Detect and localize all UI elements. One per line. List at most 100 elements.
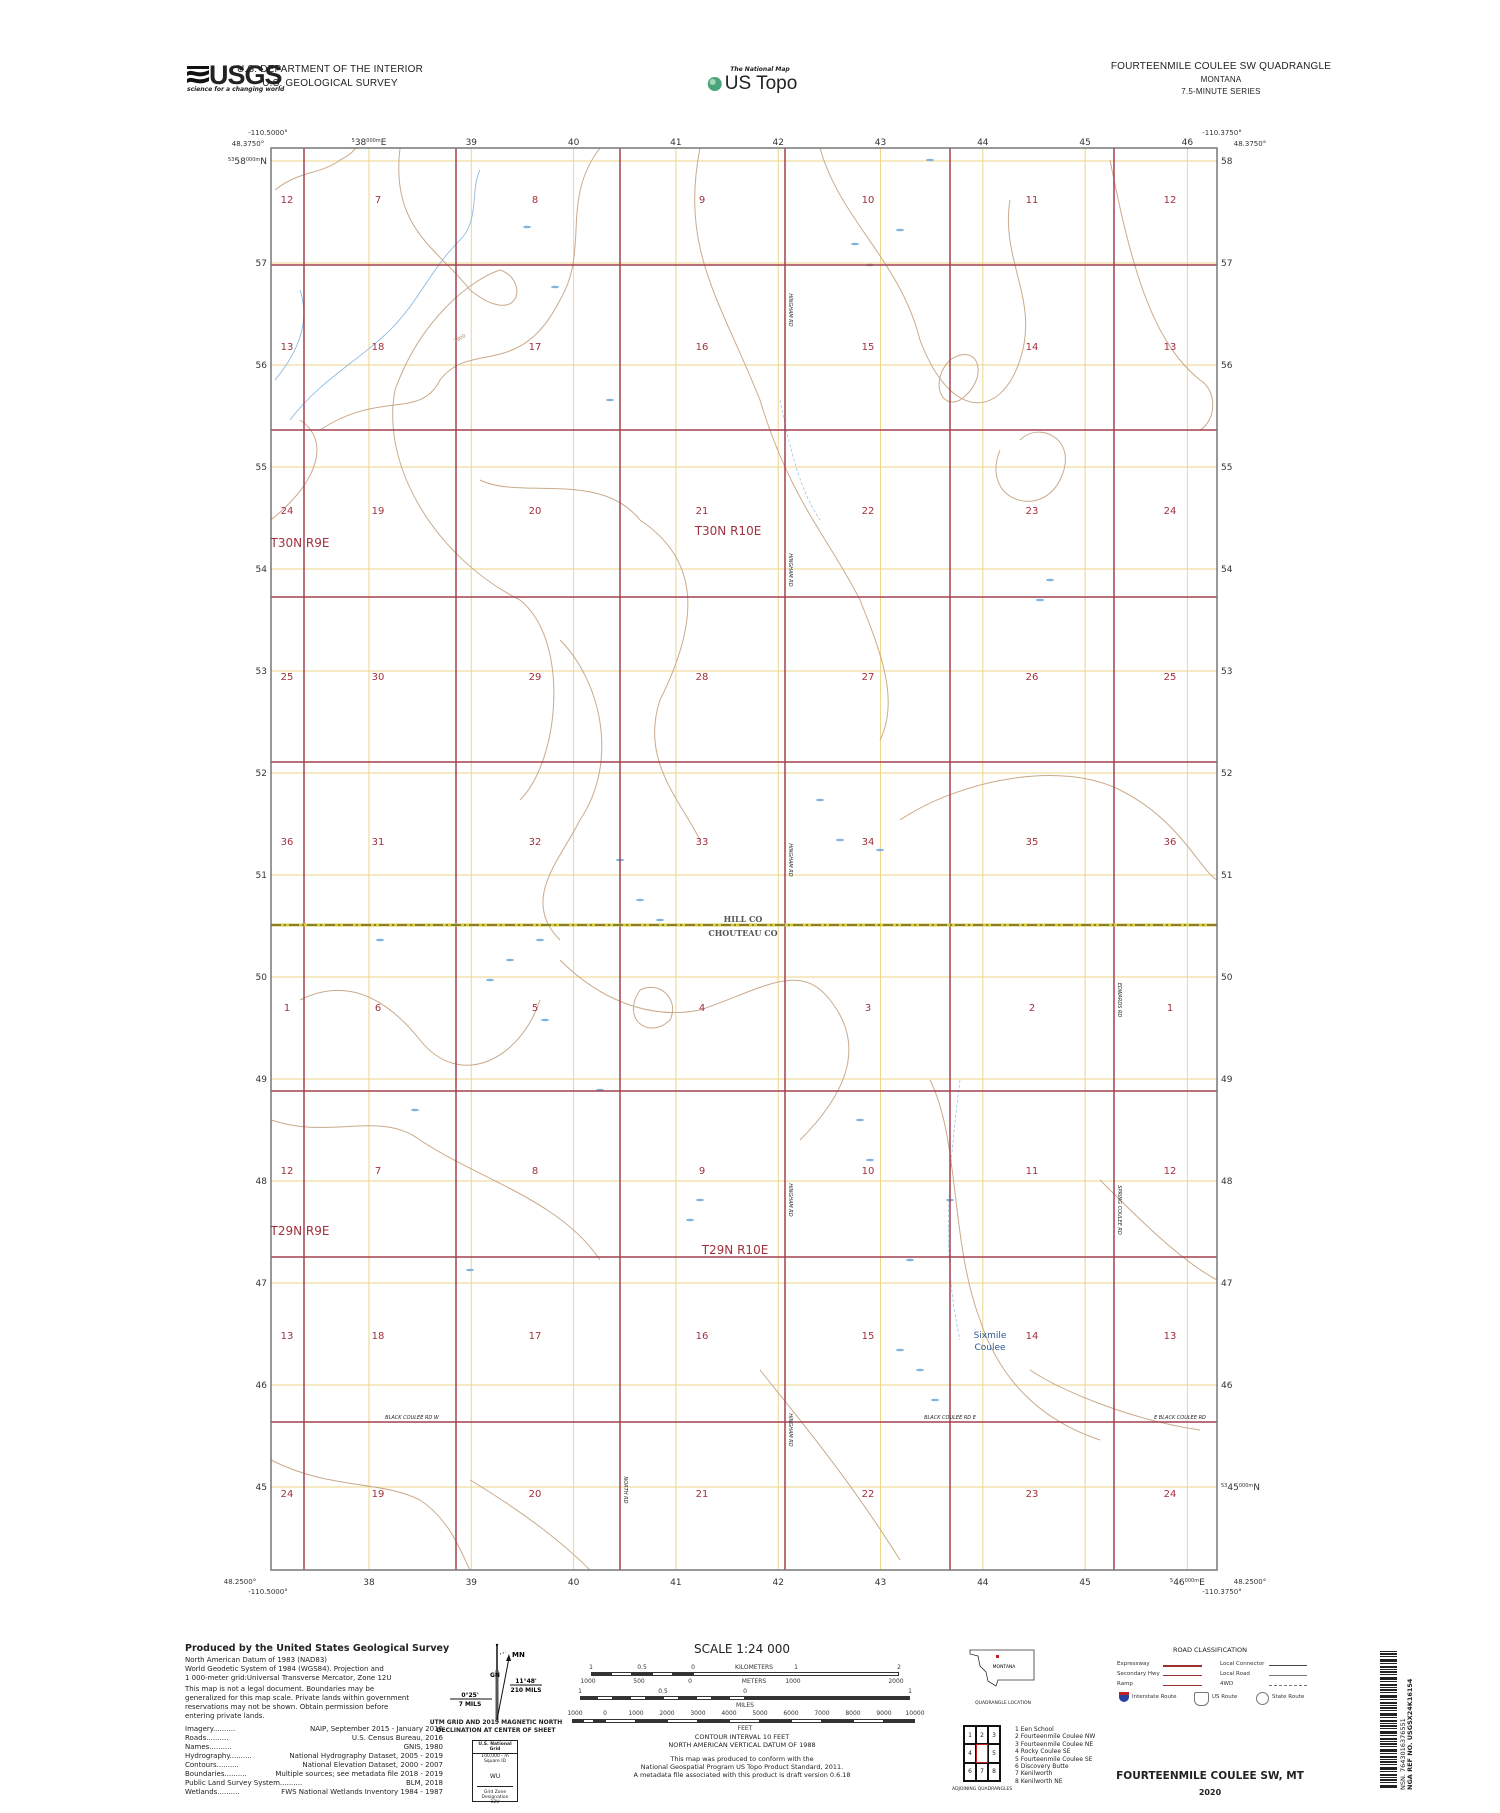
section-number: 33 (696, 837, 709, 848)
contour-elevation-label: 2900 (453, 333, 467, 345)
route-type-label: Interstate Route (1132, 1694, 1177, 1700)
barcode-bar (1380, 1735, 1397, 1736)
current-quad-cell (976, 1744, 988, 1763)
ft-bar-segment (572, 1719, 583, 1723)
barcode-bar (1380, 1689, 1397, 1691)
declination-diagram: MN GN 11°48' 210 MILS 0°25' 7 MILS (450, 1643, 542, 1721)
m-tick: 500 (633, 1678, 645, 1685)
contour-line (938, 354, 979, 403)
contour-line (274, 147, 361, 191)
section-number: 29 (529, 672, 542, 683)
adjoining-cell: 2 (976, 1726, 988, 1745)
adjoining-name: 5 Fourteenmile Coulee SE (1015, 1755, 1093, 1763)
bottom-easting-label: 546000mE (1170, 1578, 1205, 1588)
source-name: Roads.......... (185, 1734, 229, 1742)
ft-tick: 0 (603, 1710, 607, 1717)
adjoining-name: 3 Fourteenmile Coulee NE (1015, 1740, 1094, 1748)
mi-bar-segment (596, 1696, 613, 1700)
section-number: 8 (532, 1166, 538, 1177)
m-tick: 1000 (785, 1678, 801, 1685)
left-northing-label: 55 (256, 463, 267, 473)
road-class-label: Local Road (1220, 1671, 1250, 1677)
pond (931, 1398, 939, 1402)
km-bar-segment (652, 1672, 673, 1676)
pond (551, 285, 559, 289)
place-name: Sixmile (974, 1331, 1007, 1341)
contour-line (299, 989, 541, 1066)
barcode-bar (1380, 1741, 1397, 1742)
pond (466, 1268, 474, 1272)
adjoining-cell: 8 (988, 1762, 1000, 1781)
bottom-easting-label: 42 (772, 1578, 783, 1588)
legal-line: entering private lands. (185, 1712, 265, 1720)
contour-line (392, 147, 555, 801)
barcode-bar (1380, 1723, 1397, 1724)
mi-bar-segment (728, 1696, 745, 1700)
road-class-symbol (1163, 1685, 1202, 1686)
pond (411, 1108, 419, 1112)
section-number: 35 (1026, 837, 1039, 848)
adjoining-name: 8 Kenilworth NE (1015, 1777, 1063, 1785)
m-label: METERS (741, 1678, 767, 1685)
barcode-bar (1380, 1771, 1397, 1772)
section-number: 13 (1164, 342, 1177, 353)
route-type-label: State Route (1272, 1694, 1305, 1700)
road-label: HINGHAM RD (787, 553, 793, 586)
barcode-bar (1380, 1761, 1397, 1763)
left-northing-label: 48 (256, 1177, 268, 1187)
left-northing-label: 51 (256, 871, 267, 881)
bottom-easting-label: 44 (977, 1578, 989, 1588)
right-northing-label: 55 (1221, 463, 1232, 473)
barcode-bar (1380, 1717, 1397, 1718)
section-number: 12 (281, 195, 294, 206)
pond (851, 242, 859, 246)
adjoining-caption: ADJOINING QUADRANGLES (952, 1787, 1013, 1792)
pond (541, 1018, 549, 1022)
bottom-easting-label: 38 (363, 1578, 375, 1588)
usgs-logo: USGS science for a changing world (187, 60, 285, 93)
adjoining-list: 1 Een School 2 Fourteenmile Coulee NW 3 Fo… (1015, 1726, 1095, 1785)
production-notes: Produced by the United States Geological… (185, 1643, 450, 1796)
barcode-bar (1380, 1687, 1397, 1688)
road-class-label: Local Connector (1220, 1661, 1265, 1667)
section-number: 12 (281, 1166, 294, 1177)
pond (916, 1368, 924, 1372)
ft-tick: 3000 (690, 1710, 706, 1717)
source-row: Names.......... GNIS, 1980 (185, 1743, 443, 1752)
section-number: 24 (281, 1489, 294, 1500)
pond (1036, 598, 1044, 602)
section-number: 13 (281, 342, 294, 353)
road-class-label: Ramp (1117, 1681, 1133, 1687)
barcode-bar (1380, 1759, 1397, 1760)
barcode-bar (1380, 1767, 1397, 1770)
section-number: 14 (1026, 342, 1039, 353)
water-features (274, 158, 1054, 1402)
adjoining-name: 6 Discovery Butte (1015, 1763, 1069, 1771)
km-label: KILOMETERS (735, 1664, 773, 1671)
contour-line (633, 986, 674, 1029)
montana-location-map: MONTANA (969, 1649, 1035, 1687)
pond (876, 848, 884, 852)
section-number: 1 (1167, 1003, 1173, 1014)
intermittent-stream (948, 1079, 961, 1341)
ft-tick: 10000 (905, 1710, 925, 1717)
left-northing-label: 47 (256, 1279, 267, 1289)
barcode-bar (1380, 1746, 1397, 1747)
adjoining-cell: 6 (964, 1762, 976, 1781)
pond (523, 225, 531, 229)
ft-bar-segment (594, 1719, 605, 1723)
barcode-bar (1380, 1653, 1397, 1655)
pond (656, 918, 664, 922)
left-northing-label: 57 (256, 259, 267, 269)
section-number: 4 (699, 1003, 705, 1014)
right-northing-label: 49 (1221, 1075, 1233, 1085)
bottom-easting-label: 43 (875, 1578, 886, 1588)
pond (536, 938, 544, 942)
section-number: 17 (529, 1331, 542, 1342)
barcode-bar (1380, 1684, 1397, 1686)
corner-lat: 48.2500° (1234, 1578, 1266, 1586)
section-number: 30 (372, 672, 385, 683)
department-block: U.S. DEPARTMENT OF THE INTERIOR U.S. GEO… (236, 64, 424, 89)
